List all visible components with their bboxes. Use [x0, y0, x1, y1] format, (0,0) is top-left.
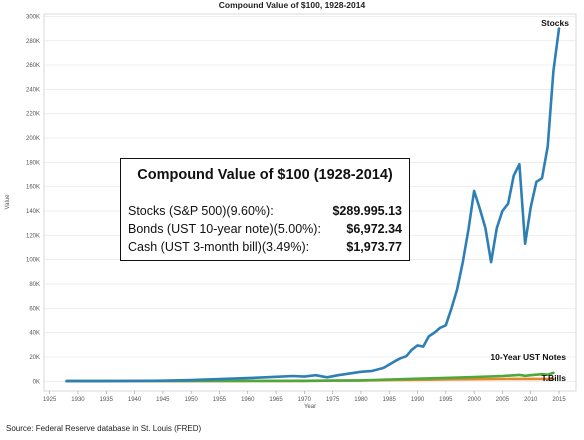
y-tick-label: 0K [33, 379, 40, 385]
x-tick-label: 1975 [326, 397, 340, 403]
y-tick-label: 60K [29, 306, 40, 312]
x-tick-label: 2015 [552, 397, 566, 403]
summary-label: Cash (UST 3-month bill)(3.49%): [128, 240, 310, 254]
series-label-stocks: Stocks [541, 18, 569, 28]
summary-label: Stocks (S&P 500)(9.60%): [128, 204, 274, 218]
y-tick-label: 120K [26, 233, 40, 239]
summary-row-cash: Cash (UST 3-month bill)(3.49%): $1,973.7… [128, 240, 402, 258]
x-tick-label: 2010 [524, 397, 538, 403]
y-tick-label: 160K [26, 185, 40, 191]
y-tick-label: 240K [26, 87, 40, 93]
x-tick-label: 1970 [298, 397, 312, 403]
x-tick-label: 1940 [128, 397, 142, 403]
x-tick-label: 1935 [100, 397, 114, 403]
x-axis-label: Year [304, 404, 316, 410]
x-tick-label: 1945 [156, 397, 170, 403]
x-tick-label: 1955 [213, 397, 227, 403]
y-tick-label: 200K [26, 136, 40, 142]
x-tick-label: 1925 [43, 397, 57, 403]
y-tick-label: 300K [26, 14, 40, 20]
summary-row-stocks: Stocks (S&P 500)(9.60%): $289.995.13 [128, 204, 402, 222]
summary-box-title: Compound Value of $100 (1928-2014) [137, 167, 393, 183]
summary-value: $1,973.77 [346, 240, 402, 254]
y-tick-label: 140K [26, 209, 40, 215]
summary-row-bonds: Bonds (UST 10-year note)(5.00%): $6,972.… [128, 222, 402, 240]
plot-area [43, 13, 577, 392]
y-axis: 0K 20K 40K 60K 80K 100K 120K 140K 160K 180K 200K 22… [26, 14, 40, 385]
x-tick-label: 1985 [383, 397, 397, 403]
summary-value: $289.995.13 [332, 204, 402, 218]
y-axis-label: Value [5, 194, 11, 210]
y-tick-label: 220K [26, 112, 40, 118]
y-tick-label: 280K [26, 39, 40, 45]
x-tick-label: 1980 [354, 397, 368, 403]
x-tick-label: 2000 [467, 397, 481, 403]
x-tick-label: 1960 [241, 397, 255, 403]
y-tick-label: 40K [29, 331, 40, 337]
x-tick-label: 1995 [439, 397, 453, 403]
x-tick-label: 1990 [411, 397, 425, 403]
series-lines [65, 27, 561, 383]
x-tick-label: 1950 [184, 397, 198, 403]
series-line-10-year-ust-notes [65, 371, 555, 383]
y-tick-label: 80K [29, 282, 40, 288]
y-tick-label: 20K [29, 355, 40, 361]
series-label-tbills: T.Bills [541, 373, 566, 383]
series-line-stocks [65, 27, 561, 383]
summary-label: Bonds (UST 10-year note)(5.00%): [128, 222, 321, 236]
y-tick-label: 100K [26, 258, 40, 264]
summary-value: $6,972.34 [346, 222, 402, 236]
source-note: Source: Federal Reserve database in St. … [6, 424, 202, 433]
y-tick-label: 260K [26, 63, 40, 69]
x-tick-label: 1930 [71, 397, 85, 403]
y-tick-label: 180K [26, 160, 40, 166]
series-label-10-year-notes: 10-Year UST Notes [490, 352, 566, 362]
x-tick-label: 1965 [269, 397, 283, 403]
x-tick-label: 2005 [496, 397, 510, 403]
x-axis: 1925 1930 1935 1940 1945 1950 1955 1960 1965 1970… [43, 391, 566, 403]
chart-title: Compound Value of $100, 1928-2014 [219, 0, 366, 10]
summary-box: Compound Value of $100 (1928-2014) Stock… [120, 158, 410, 261]
